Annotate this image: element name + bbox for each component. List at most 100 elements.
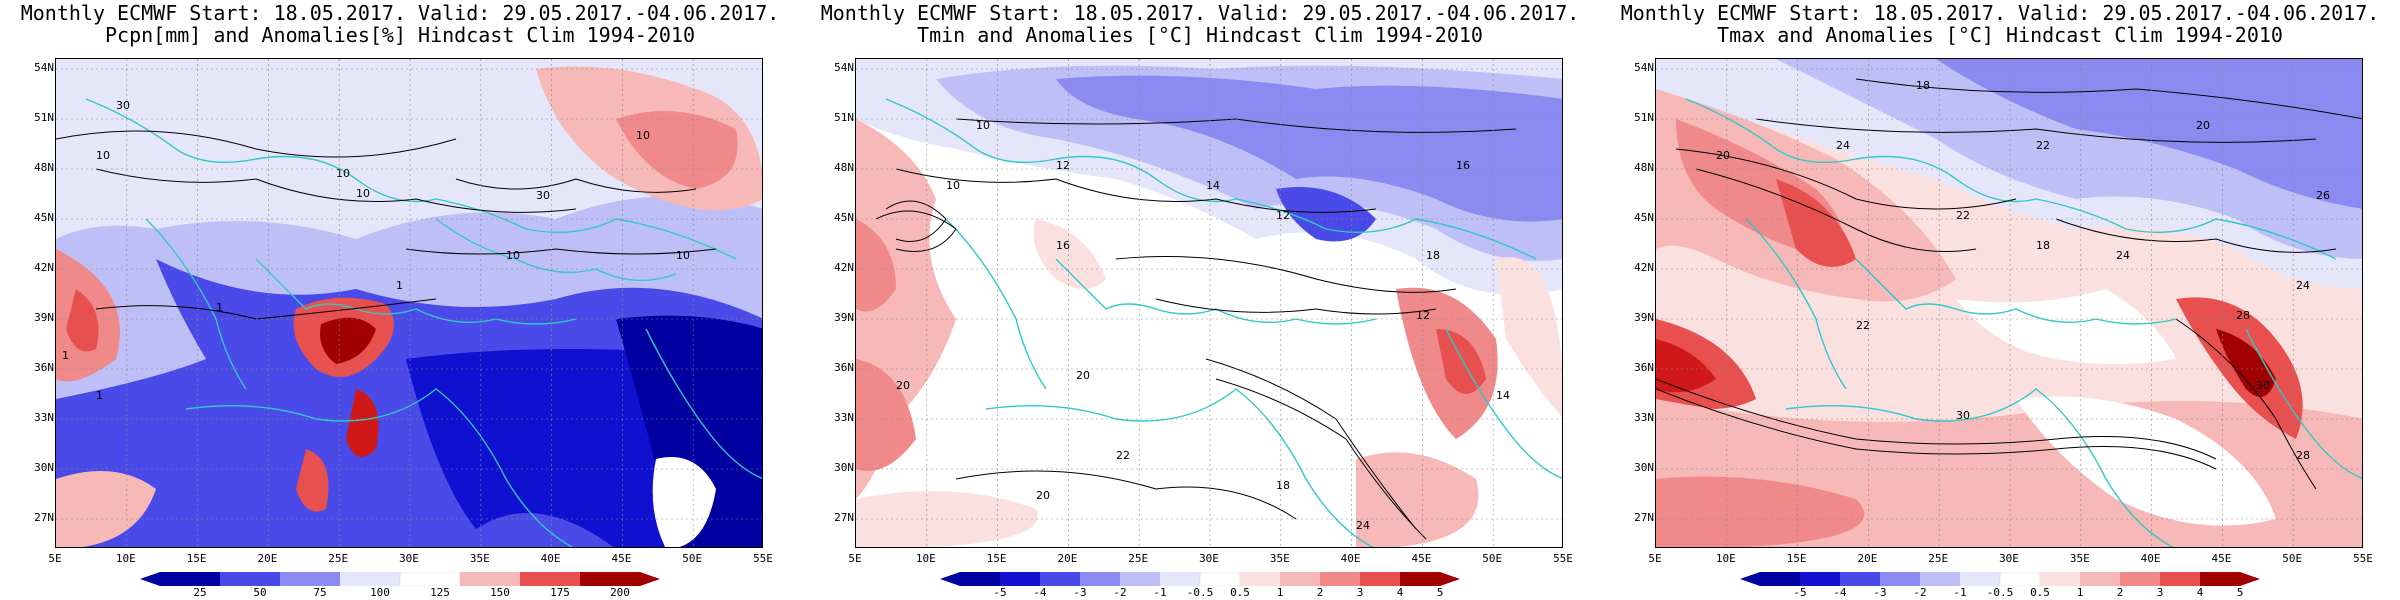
lon-tick-label: 25E [1128,552,1149,565]
lon-tick-label: 25E [1928,552,1949,565]
lat-tick-label: 39N [34,311,54,324]
contour-label: 28 [2296,449,2310,462]
contour-label: 30 [536,189,550,202]
colorbar-tick: -0.5 [1986,586,2014,599]
colorbar-tick: -1 [1153,586,1167,599]
contour-label: 18 [1916,79,1930,92]
map-tmin[interactable]: 10 10 12 16 14 12 16 18 20 20 22 24 20 1… [855,58,1563,548]
lon-tick-label: 50E [2282,552,2303,565]
lon-tick-label: 55E [753,552,773,565]
lon-tick-label: 10E [915,552,936,565]
panel-title-line1: Monthly ECMWF Start: 18.05.2017. Valid: … [20,1,780,25]
contour-label: 16 [1456,159,1470,172]
lat-tick-label: 51N [834,111,854,124]
lon-tick-label: 35E [469,552,490,565]
panel-title-line1: Monthly ECMWF Start: 18.05.2017. Valid: … [1620,1,2380,25]
colorbar [1740,572,2260,586]
contour-label: 16 [1056,239,1070,252]
contour-label: 20 [896,379,910,392]
lon-tick-label: 55E [1553,552,1573,565]
lon-tick-label: 45E [2211,552,2232,565]
lat-tick-label: 27N [34,511,54,524]
colorbar-tick: 5 [2236,586,2244,599]
contour-label: 20 [1716,149,1730,162]
lat-tick-label: 33N [34,411,54,424]
map-tmax[interactable]: 18 20 22 26 24 22 24 20 18 30 22 28 30 2… [1655,58,2363,548]
colorbar-tick: 1 [1276,586,1284,599]
lat-tick-label: 45N [834,211,854,224]
lon-tick-label: 15E [186,552,207,565]
contour-label: 28 [2236,309,2250,322]
panel-tmin: Monthly ECMWF Start: 18.05.2017. Valid: … [800,0,1600,600]
colorbar-tick: -4 [1833,586,1847,599]
lon-tick-label: 40E [1340,552,1361,565]
lon-tick-label: 35E [1269,552,1290,565]
colorbar-tick: 50 [253,586,267,599]
contour-label: 22 [1956,209,1970,222]
contour-label: 14 [1496,389,1510,402]
lat-tick-label: 42N [834,261,854,274]
contour-label: 18 [2036,239,2050,252]
contour-label: 12 [1276,209,1290,222]
contour-label: 1 [396,279,403,292]
lat-tick-label: 42N [1634,261,1654,274]
lon-tick-label: 45E [611,552,632,565]
panel-title-line2: Tmin and Anomalies [°C] Hindcast Clim 19… [917,23,1483,47]
contour-label: 22 [1116,449,1130,462]
contour-label: 24 [2296,279,2310,292]
colorbar-tick: 3 [2156,586,2164,599]
lon-tick-label: 20E [1857,552,1878,565]
lat-tick-label: 48N [834,161,854,174]
panel-title-line2: Pcpn[mm] and Anomalies[%] Hindcast Clim … [104,23,695,47]
lon-tick-label: 25E [328,552,349,565]
lon-tick-label: 40E [540,552,561,565]
contour-label: 10 [506,249,520,262]
contour-label: 1 [96,389,103,402]
lat-tick-label: 30N [1634,461,1654,474]
colorbar-tick: -4 [1033,586,1047,599]
lat-tick-label: 39N [1634,311,1654,324]
contour-label: 10 [676,249,690,262]
lon-tick-label: 5E [48,552,62,565]
contour-label: 22 [1856,319,1870,332]
contour-label: 1 [216,301,223,314]
colorbar-tick: -0.5 [1186,586,1214,599]
panel-title-line1: Monthly ECMWF Start: 18.05.2017. Valid: … [820,1,1580,25]
colorbar-tick: 200 [610,586,630,599]
panel-tmax: Monthly ECMWF Start: 18.05.2017. Valid: … [1600,0,2400,600]
colorbar-tick: -1 [1953,586,1967,599]
lat-tick-label: 36N [834,361,854,374]
contour-label: 22 [2036,139,2050,152]
lon-tick-label: 5E [1648,552,1662,565]
colorbar-tick: 3 [1356,586,1364,599]
contour-label: 12 [1416,309,1430,322]
lat-tick-label: 36N [34,361,54,374]
panel-title-line2: Tmax and Anomalies [°C] Hindcast Clim 19… [1717,23,2283,47]
contour-label: 30 [2256,379,2270,392]
lon-tick-label: 40E [2140,552,2161,565]
contour-label: 24 [1836,139,1850,152]
lat-tick-label: 48N [1634,161,1654,174]
contour-label: 30 [116,99,130,112]
map-precipitation[interactable]: 30 10 10 10 30 10 10 1 1 1 1 10 [55,58,763,548]
lon-tick-label: 55E [2353,552,2373,565]
colorbar-tick: 75 [313,586,327,599]
colorbar-tick: 2 [2116,586,2124,599]
contour-label: 20 [2196,119,2210,132]
lon-tick-label: 5E [848,552,862,565]
lon-tick-label: 20E [1057,552,1078,565]
contour-label: 26 [2316,189,2330,202]
contour-label: 10 [356,187,370,200]
colorbar-tick: 4 [2196,586,2204,599]
colorbar-tick: -3 [1073,586,1087,599]
colorbar-tick: 2 [1316,586,1324,599]
colorbar-tick: -5 [993,586,1007,599]
lon-tick-label: 30E [399,552,419,565]
contour-label: 30 [1956,409,1970,422]
colorbar-tick: 150 [490,586,510,599]
map-canvas-tmin: 10 10 12 16 14 12 16 18 20 20 22 24 20 1… [856,59,1562,547]
colorbar-tick: 4 [1396,586,1404,599]
colorbar-tick: 125 [430,586,450,599]
colorbar-tick: -3 [1873,586,1887,599]
lon-tick-label: 35E [2069,552,2090,565]
